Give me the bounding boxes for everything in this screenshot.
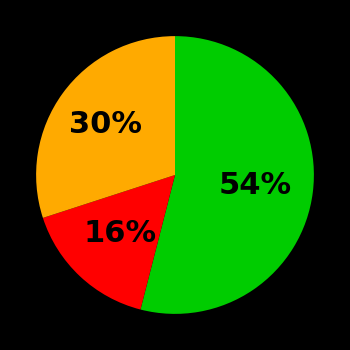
Text: 16%: 16%	[83, 219, 156, 248]
Wedge shape	[36, 36, 175, 218]
Text: 54%: 54%	[218, 170, 292, 199]
Wedge shape	[43, 175, 175, 309]
Text: 30%: 30%	[69, 110, 142, 139]
Wedge shape	[140, 36, 314, 314]
